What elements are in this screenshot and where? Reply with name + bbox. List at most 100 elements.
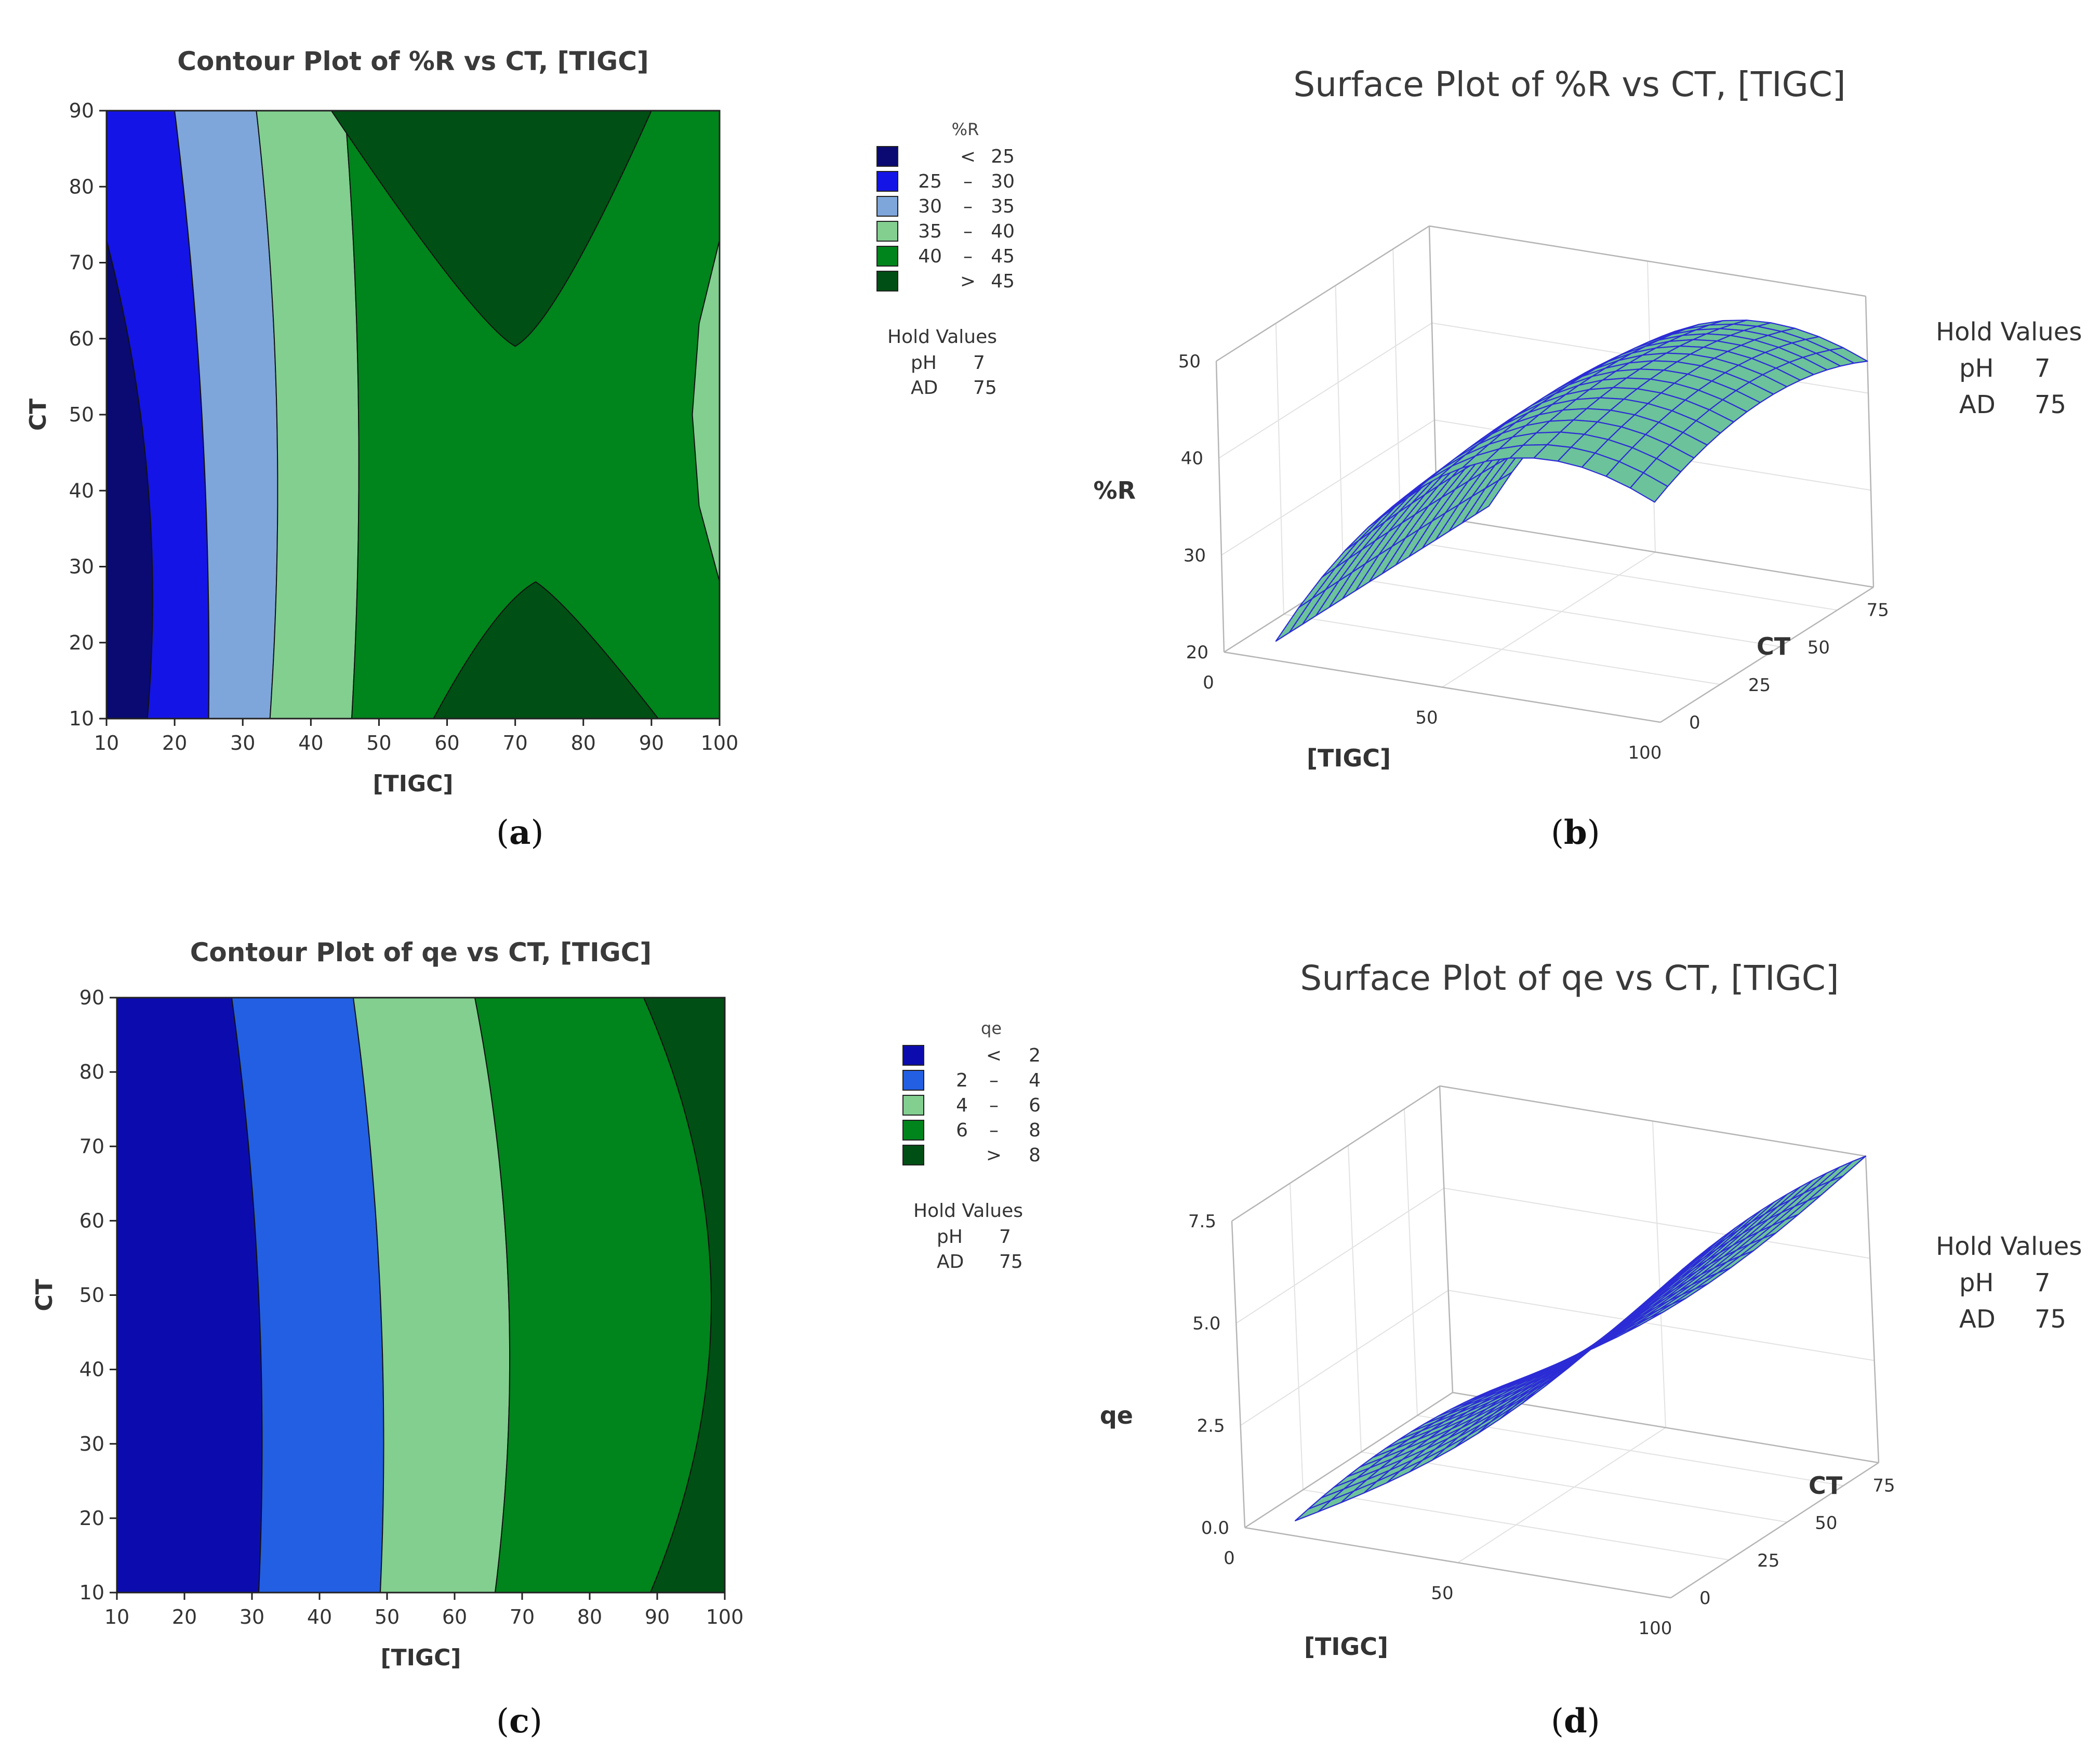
x-tick-label: 80 [577,1606,602,1628]
grid-z [1240,1290,1875,1426]
x-tick-label: 100 [1639,1618,1672,1639]
chart-title: Contour Plot of %R vs CT, [TIGC] [177,46,649,76]
z-axis-label: %R [1093,476,1136,505]
x-tick-label: 70 [502,732,527,754]
legend-swatch [902,1095,924,1116]
contour-regions [107,111,720,719]
x-axis-label: [TIGC] [380,1645,461,1671]
y-tick-label: 40 [69,479,94,502]
legend-op: < [960,146,976,167]
x-tick-label: 50 [375,1606,400,1628]
y-tick-label: 50 [69,403,94,426]
surface-cell [1634,1279,1671,1312]
subcaption-d: (d) [1551,1702,1600,1741]
legend-high: 4 [1029,1070,1041,1091]
z-tick-label: 20 [1186,642,1208,663]
surface-plot-r: 20 30 40 50 0 50 100 0 25 50 75 Surface Plot of %R … [1093,64,2082,772]
y-tick-label: 90 [69,99,94,122]
legend-low: 4 [956,1095,968,1116]
contour-plot-r: 10 20 30 40 50 60 70 80 90 100 10 20 30 40 50 60 70 80 90 C… [25,46,1015,797]
legend-high: 8 [1029,1145,1041,1166]
legend-swatch [876,221,898,242]
contour-plot-qe: 10 20 30 40 50 60 70 80 90 100 10 20 30 40 50 60 70 80 90 C… [31,937,1041,1671]
z-tick-label: 40 [1181,448,1203,469]
legend-high: 8 [1029,1120,1041,1141]
y-tick-label: 75 [1872,1475,1895,1496]
box-edge [1215,361,1225,653]
box-edge [1231,1221,1246,1528]
legend-swatch [876,271,898,291]
hold-values-title: Hold Values [1936,317,2082,347]
box-edge [1244,1391,1453,1529]
legend-low: 6 [956,1120,968,1141]
surface-cell [1629,472,1669,503]
x-tick-label: 70 [510,1606,535,1628]
x-tick-label: 20 [162,732,187,754]
legend-op: – [989,1095,999,1116]
y-tick-label: 0 [1699,1588,1711,1609]
legend-high: 35 [991,196,1015,217]
hold-name: pH [1959,354,1994,383]
box-edge [1660,586,1874,723]
legend-high: 45 [991,271,1015,292]
legend-op: < [986,1045,1002,1066]
legend-swatch [902,1045,924,1066]
legend-swatch [876,246,898,267]
hold-value: 7 [2035,354,2051,383]
hold-value: 7 [2035,1268,2051,1297]
y-tick-label: 0 [1689,712,1700,733]
box-edge [1231,1085,1440,1222]
legend-op: > [986,1145,1002,1166]
x-tick-label: 100 [706,1606,744,1628]
hold-name: pH [937,1226,963,1248]
x-axis-label: [TIGC] [1307,744,1391,772]
hold-name: AD [1959,1305,1996,1334]
x-tick-label: 20 [172,1606,197,1628]
y-axis-label: CT [1757,632,1791,660]
y-tick-label: 20 [79,1507,104,1530]
contour-band-1 [117,998,263,1593]
hold-value: 75 [999,1251,1023,1272]
contour-regions [117,998,725,1593]
z-tick-label: 5.0 [1192,1314,1220,1334]
contour-region-2 [433,581,659,719]
z-tick-label: 50 [1178,351,1201,372]
subcaption-b: (b) [1551,813,1600,852]
legend-op: – [963,196,973,217]
x-tick-label: 40 [298,732,323,754]
x-tick-label: 50 [1415,708,1438,728]
legend-title: %R [952,120,979,139]
hold-name: AD [911,377,938,399]
x-tick-label: 100 [701,732,739,754]
y-axis-label: CT [31,1279,58,1311]
x-tick-label: 0 [1203,672,1214,693]
y-tick-label: 25 [1757,1550,1779,1571]
box-edge [1439,1085,1866,1157]
y-tick-label: 90 [79,986,104,1009]
legend-op: – [989,1070,999,1091]
x-axis-label: [TIGC] [373,771,453,797]
z-tick-label: 0.0 [1201,1518,1229,1539]
subcaption-c: (c) [496,1702,542,1741]
legend-swatch [876,171,898,192]
box-edge [1244,1527,1671,1599]
legend-swatch [902,1145,924,1165]
x-tick-label: 50 [1431,1583,1453,1604]
hold-values-title: Hold Values [913,1200,1023,1222]
x-tick-label: 50 [366,732,391,754]
z-axis-label: qe [1100,1401,1133,1429]
x-tick-label: 0 [1224,1548,1235,1569]
hold-name: AD [937,1251,964,1272]
y-tick-label: 20 [69,631,94,654]
legend-low: 40 [918,246,942,267]
y-tick-label: 30 [69,555,94,578]
surface-mesh [1275,320,1868,642]
legend-swatch [876,196,898,217]
box-edge [1224,651,1661,723]
x-tick-label: 10 [94,732,119,754]
legend-op: > [960,271,976,292]
y-tick-label: 10 [69,707,94,730]
y-axis-label: CT [1809,1472,1843,1500]
box-edge [1865,1156,1880,1463]
contour-band-4 [474,998,712,1593]
